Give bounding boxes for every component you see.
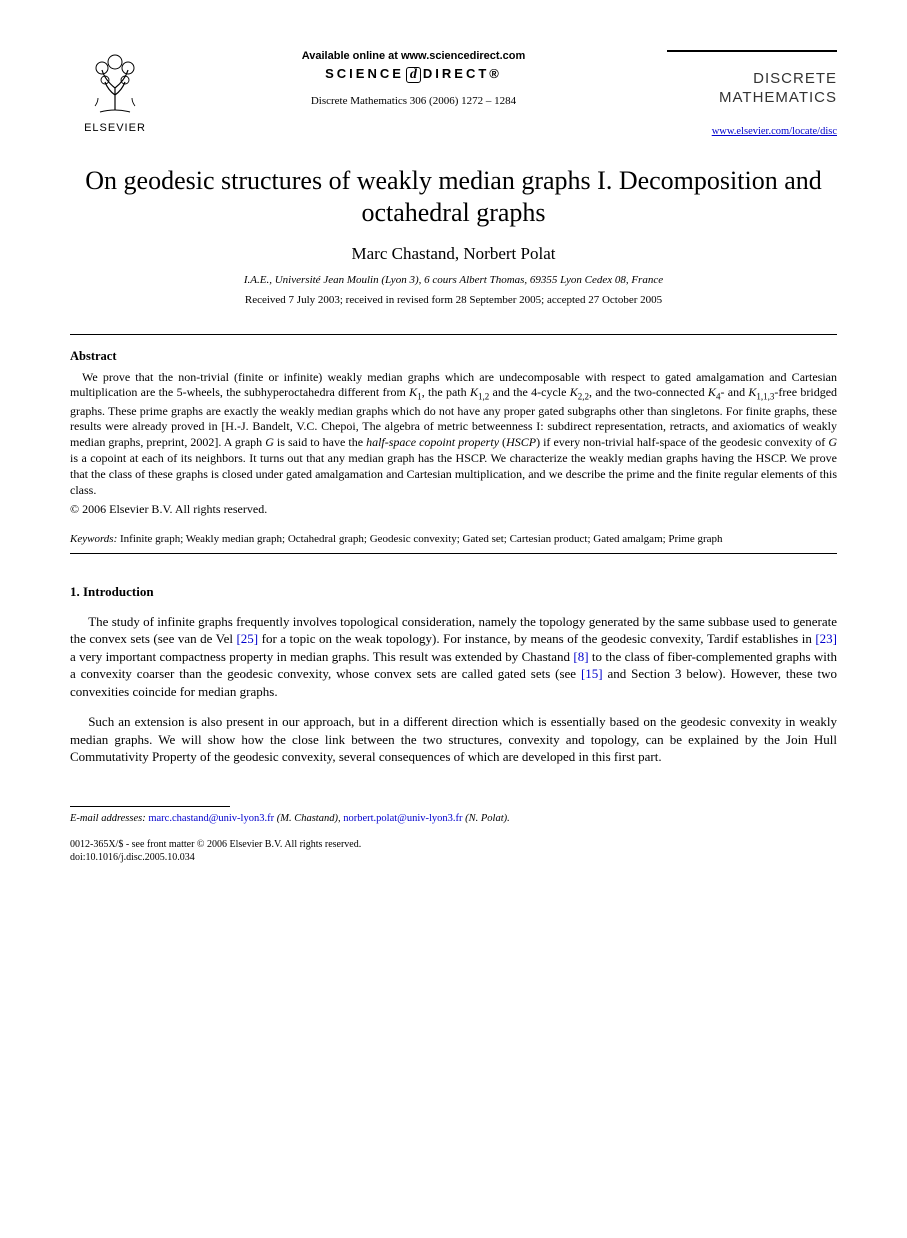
hscp-term: half-space copoint property	[366, 435, 499, 449]
math-k1: K	[409, 385, 417, 399]
page-container: ELSEVIER Available online at www.science…	[0, 0, 907, 905]
math-k4: K	[708, 385, 716, 399]
abstract-copyright: © 2006 Elsevier B.V. All rights reserved…	[70, 502, 837, 517]
citation-23[interactable]: [23]	[815, 631, 837, 646]
citation-15[interactable]: [15]	[581, 666, 603, 681]
article-title: On geodesic structures of weakly median …	[70, 165, 837, 230]
at-icon: d	[406, 67, 421, 83]
affiliation: I.A.E., Université Jean Moulin (Lyon 3),…	[70, 274, 837, 286]
journal-name-line1: DISCRETE	[753, 70, 837, 87]
hscp-abbr: HSCP	[506, 435, 536, 449]
email-link-1[interactable]: marc.chastand@univ-lyon3.fr	[148, 813, 274, 824]
authors: Marc Chastand, Norbert Polat	[70, 244, 837, 264]
sciencedirect-left: SCIENCE	[325, 66, 404, 81]
abstract-body: We prove that the non-trivial (finite or…	[70, 370, 837, 499]
header-row: ELSEVIER Available online at www.science…	[70, 50, 837, 137]
footer-info: 0012-365X/$ - see front matter © 2006 El…	[70, 838, 837, 865]
history-dates: Received 7 July 2003; received in revise…	[70, 294, 837, 306]
abstract-heading: Abstract	[70, 349, 837, 364]
publisher-block: ELSEVIER	[70, 50, 160, 134]
sciencedirect-logo: SCIENCEdDIRECT®	[170, 66, 657, 83]
abstract-text: , the path	[422, 385, 470, 399]
journal-rule	[667, 50, 837, 52]
math-k22: K	[570, 385, 578, 399]
journal-name-line2: MATHEMATICS	[719, 89, 837, 106]
intro-text: for a topic on the weak topology). For i…	[258, 631, 815, 646]
math-k12: K	[470, 385, 478, 399]
email-who-2: (N. Polat).	[463, 813, 510, 824]
abstract-text: ) if every non-trivial half-space of the…	[536, 435, 828, 449]
footnote-rule	[70, 806, 230, 807]
keywords-line: Keywords: Infinite graph; Weakly median …	[70, 533, 837, 545]
abstract-text: (	[499, 435, 506, 449]
available-online-text: Available online at www.sciencedirect.co…	[170, 50, 657, 62]
intro-para-2: Such an extension is also present in our…	[70, 713, 837, 766]
center-header: Available online at www.sciencedirect.co…	[160, 50, 667, 107]
journal-name: DISCRETE MATHEMATICS	[667, 70, 837, 108]
journal-link[interactable]: www.elsevier.com/locate/disc	[667, 126, 837, 137]
keywords-label: Keywords:	[70, 533, 117, 545]
journal-reference: Discrete Mathematics 306 (2006) 1272 – 1…	[170, 95, 657, 107]
abstract-text: and the 4-cycle	[489, 385, 570, 399]
intro-para-1: The study of infinite graphs frequently …	[70, 613, 837, 701]
abstract-text: - and	[720, 385, 748, 399]
abstract-text: , and the two-connected	[589, 385, 708, 399]
math-k22-sub: 2,2	[578, 392, 589, 402]
math-k113-sub: 1,1,3	[756, 392, 774, 402]
elsevier-tree-icon	[80, 50, 150, 120]
email-who-1: (M. Chastand),	[274, 813, 343, 824]
journal-block: DISCRETE MATHEMATICS www.elsevier.com/lo…	[667, 50, 837, 137]
separator-rule	[70, 553, 837, 554]
sciencedirect-right: DIRECT®	[423, 66, 502, 81]
math-g: G	[265, 435, 274, 449]
publisher-label: ELSEVIER	[84, 122, 146, 134]
abstract-text: is a copoint at each of its neighbors. I…	[70, 451, 837, 497]
separator-rule	[70, 334, 837, 335]
math-k12-sub: 1,2	[478, 392, 489, 402]
citation-25[interactable]: [25]	[236, 631, 258, 646]
email-label: E-mail addresses:	[70, 813, 146, 824]
abstract-text: is said to have the	[274, 435, 366, 449]
math-g: G	[828, 435, 837, 449]
section-1-heading: 1. Introduction	[70, 584, 837, 600]
intro-text: a very important compactness property in…	[70, 649, 573, 664]
citation-8[interactable]: [8]	[573, 649, 588, 664]
email-link-2[interactable]: norbert.polat@univ-lyon3.fr	[343, 813, 462, 824]
doi-line: doi:10.1016/j.disc.2005.10.034	[70, 851, 837, 865]
keywords-text: Infinite graph; Weakly median graph; Oct…	[117, 533, 722, 545]
issn-line: 0012-365X/$ - see front matter © 2006 El…	[70, 838, 837, 852]
email-addresses-line: E-mail addresses: marc.chastand@univ-lyo…	[70, 813, 837, 824]
